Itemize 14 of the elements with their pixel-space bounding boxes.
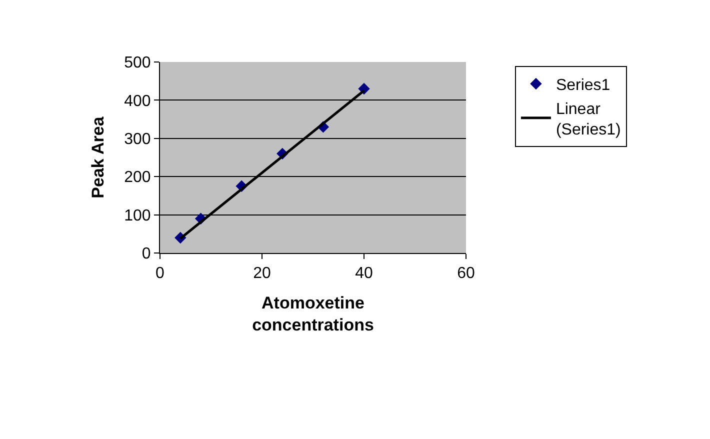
y-tick-label: 100 <box>124 207 151 224</box>
y-axis-title: Peak Area <box>88 116 108 198</box>
y-tick-label: 200 <box>124 169 151 186</box>
y-tick-label: 0 <box>142 246 151 263</box>
legend-label: Series1 <box>556 76 610 94</box>
y-tick-label: 300 <box>124 131 151 148</box>
x-tick-label: 20 <box>253 265 271 282</box>
legend-label: Linear (Series1) <box>556 100 621 139</box>
y-tick-label: 500 <box>124 54 151 72</box>
x-tick-label: 60 <box>457 265 475 282</box>
y-tick-label: 400 <box>124 92 151 110</box>
x-axis-title: Atomoxetine concentrations <box>252 294 374 335</box>
x-tick-label: 0 <box>156 265 165 282</box>
x-tick-label: 40 <box>355 265 373 282</box>
